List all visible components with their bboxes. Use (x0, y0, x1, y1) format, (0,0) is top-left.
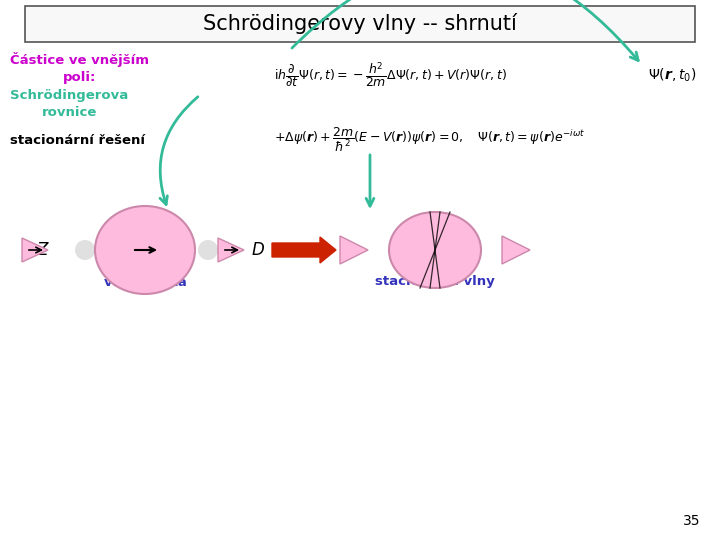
Text: $\mathrm{i}h\dfrac{\partial}{\partial t}\Psi(r,t)=-\dfrac{h^2}{2m}\Delta\Psi(r,t: $\mathrm{i}h\dfrac{\partial}{\partial t}… (274, 60, 506, 90)
FancyArrowPatch shape (366, 155, 374, 206)
FancyBboxPatch shape (25, 6, 695, 42)
Text: Schrödingerovy vlny -- shrnutí: Schrödingerovy vlny -- shrnutí (203, 14, 517, 35)
FancyArrowPatch shape (292, 0, 638, 60)
Text: 35: 35 (683, 514, 700, 528)
Ellipse shape (95, 206, 195, 294)
Polygon shape (218, 238, 244, 262)
Ellipse shape (389, 212, 481, 288)
FancyArrow shape (272, 237, 336, 263)
Polygon shape (340, 236, 368, 264)
Text: Částice ve vnějším
poli:: Částice ve vnějším poli: (10, 52, 149, 84)
Text: $+\Delta\psi(\boldsymbol{r})+\dfrac{2m}{\hbar^2}(E-V(\boldsymbol{r}))\psi(\bolds: $+\Delta\psi(\boldsymbol{r})+\dfrac{2m}{… (274, 126, 585, 154)
Text: stacionární vlny: stacionární vlny (375, 275, 495, 288)
Text: vln. klubka: vln. klubka (104, 275, 186, 288)
Text: $\Psi(\boldsymbol{r},t_0)$: $\Psi(\boldsymbol{r},t_0)$ (648, 66, 696, 84)
Polygon shape (502, 236, 530, 264)
Text: D: D (252, 241, 265, 259)
Polygon shape (22, 238, 48, 262)
Ellipse shape (198, 240, 218, 260)
Ellipse shape (75, 240, 95, 260)
FancyArrowPatch shape (160, 97, 198, 205)
Text: stacionární řešení: stacionární řešení (10, 133, 145, 146)
Text: Schrödingerova
rovnice: Schrödingerova rovnice (10, 89, 128, 119)
Text: Z: Z (36, 241, 48, 259)
